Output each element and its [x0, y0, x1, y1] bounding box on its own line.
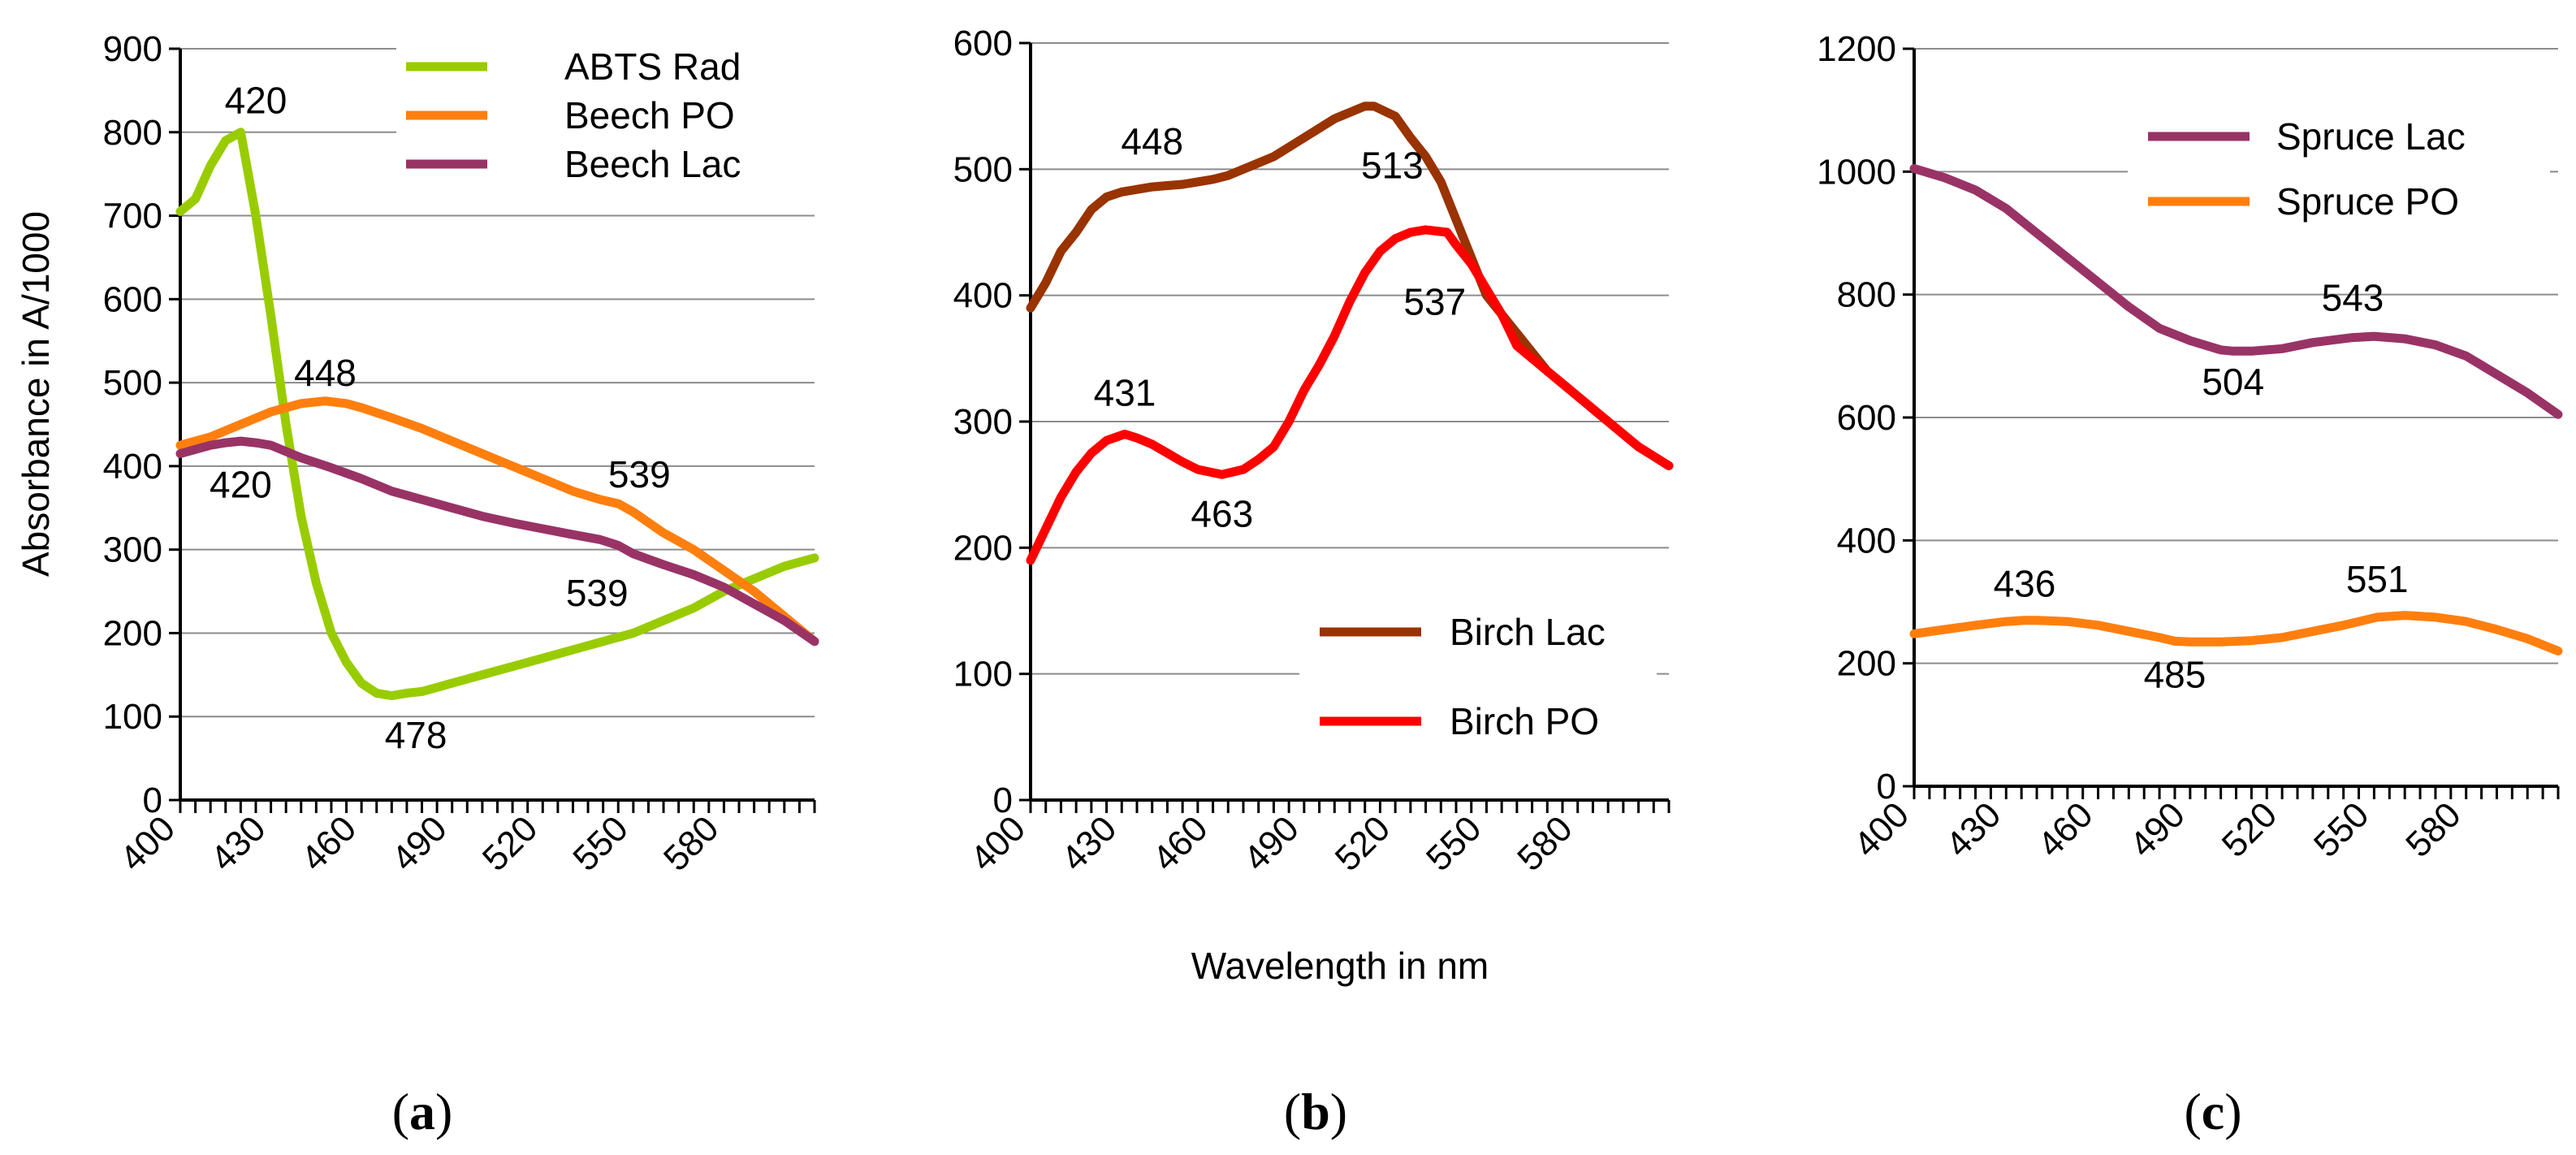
y-axis-title: Absorbance in A/1000	[15, 211, 57, 577]
panel-caption: (b)	[1284, 1083, 1347, 1140]
panel-c: 0 200 400 600 800 1000 1200 400 430 460 490 520 550 5…	[1817, 29, 2563, 1140]
legend-label: Birch Lac	[1450, 611, 1606, 653]
y-tick-label: 200	[103, 613, 162, 653]
y-tick-label: 0	[993, 781, 1013, 820]
y-tick-label: 300	[103, 530, 162, 570]
x-tick-label: 520	[2215, 794, 2285, 865]
peak-annotation: 420	[225, 80, 287, 122]
x-tick-label: 430	[1938, 794, 2009, 865]
y-tick-label: 600	[1837, 398, 1896, 438]
peak-annotation: 485	[2144, 653, 2206, 695]
legend-label: Beech Lac	[564, 143, 741, 185]
y-tick-label: 100	[953, 655, 1013, 694]
x-tick-label: 580	[2398, 794, 2469, 865]
series-line-beech-lac	[175, 436, 819, 647]
y-tick-label: 400	[1837, 521, 1896, 560]
legend-box	[2128, 89, 2550, 244]
x-tick-label: 490	[2122, 794, 2193, 865]
peak-annotation: 543	[2322, 276, 2384, 318]
x-tick-label: 430	[203, 808, 274, 879]
panel-b: 0 100 200 300 400 500 600 400 430 460 490 520 550 580…	[953, 24, 1674, 1140]
x-tick-label: 400	[1847, 794, 1917, 865]
legend-box	[1299, 585, 1657, 780]
y-tick-label: 400	[103, 447, 162, 487]
legend-label: Spruce Lac	[2276, 115, 2466, 158]
y-tick-label: 800	[103, 113, 162, 153]
series-line-birch-po	[1026, 225, 1674, 565]
y-tick-label: 600	[103, 279, 162, 319]
x-tick-label: 400	[963, 808, 1034, 879]
y-tick-label: 0	[143, 781, 162, 820]
panel-caption: (a)	[392, 1083, 453, 1140]
peak-annotation: 448	[294, 352, 357, 394]
x-tick-label: 550	[565, 808, 636, 879]
y-tick-label: 0	[1877, 767, 1896, 807]
x-tick-label: 550	[1419, 808, 1489, 879]
peak-annotation: 513	[1361, 145, 1424, 187]
x-tick-label: 490	[1236, 808, 1307, 879]
y-tick-label: 400	[953, 276, 1013, 316]
legend-label: ABTS Rad	[564, 45, 741, 88]
y-tick-label: 800	[1837, 275, 1896, 315]
y-tick-label: 1000	[1817, 152, 1896, 192]
y-tick-label: 200	[953, 528, 1013, 568]
peak-annotation: 504	[2202, 361, 2264, 403]
peak-annotation: 463	[1191, 492, 1253, 534]
y-tick-label: 700	[103, 197, 162, 236]
y-tick-label: 900	[103, 29, 162, 69]
x-tick-label: 520	[475, 808, 546, 879]
peak-annotation: 436	[1994, 562, 2056, 604]
x-axis-title: Wavelength in nm	[1191, 945, 1489, 987]
legend-label: Beech PO	[564, 94, 735, 136]
peak-annotation: 448	[1121, 120, 1183, 162]
x-tick-label: 490	[384, 808, 455, 879]
legend-label: Spruce PO	[2276, 180, 2459, 223]
y-tick-label: 100	[103, 697, 162, 737]
y-tick-label: 300	[953, 402, 1013, 442]
x-tick-label: 400	[113, 808, 184, 879]
peak-annotation: 420	[210, 464, 272, 506]
legend-label: Birch PO	[1450, 700, 1599, 742]
x-tick-label: 520	[1328, 808, 1398, 879]
panel-a: 0 100 200 300 400 500 600 700 800 900 400 430 460 490…	[103, 29, 819, 1140]
peak-annotation: 478	[385, 714, 447, 756]
x-tick-label: 430	[1054, 808, 1125, 879]
series-line-beech-po	[175, 396, 819, 647]
y-tick-label: 200	[1837, 644, 1896, 684]
x-tick-label: 580	[656, 808, 727, 879]
y-tick-label: 500	[103, 363, 162, 403]
panel-caption: (c)	[2184, 1083, 2241, 1140]
x-tick-label: 460	[2030, 794, 2101, 865]
peak-annotation: 539	[608, 453, 671, 495]
y-tick-label: 500	[953, 149, 1013, 189]
y-tick-label: 1200	[1817, 29, 1896, 69]
series-line-spruce-lac	[1909, 164, 2563, 419]
peak-annotation: 431	[1094, 371, 1156, 413]
x-tick-label: 460	[1145, 808, 1216, 879]
series-line-abts-rad	[175, 128, 819, 700]
x-tick-label: 550	[2306, 794, 2377, 865]
series-line-spruce-po	[1909, 611, 2563, 655]
peak-annotation: 539	[566, 572, 629, 614]
legend-box	[396, 45, 819, 207]
y-tick-label: 600	[953, 24, 1013, 63]
x-tick-label: 460	[294, 808, 365, 879]
peak-annotation: 537	[1403, 280, 1466, 322]
peak-annotation: 551	[2346, 558, 2409, 600]
x-tick-label: 580	[1510, 808, 1580, 879]
